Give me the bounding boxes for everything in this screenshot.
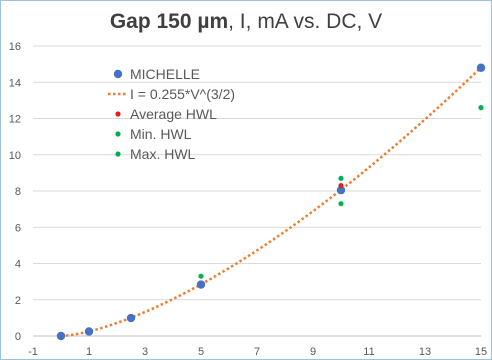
- x-tick-label-15: 15: [475, 346, 487, 358]
- point-min-hwl-2: [478, 105, 484, 111]
- y-tick-label-6: 6: [15, 222, 21, 234]
- point-min-hwl-1: [338, 201, 344, 207]
- y-tick-label-16: 16: [9, 41, 21, 53]
- y-tick-label-12: 12: [9, 114, 21, 126]
- x-tick-label-13: 13: [419, 346, 431, 358]
- y-tick-label-14: 14: [9, 77, 21, 89]
- fit-curve-line: [60, 66, 482, 338]
- point-max-hwl-0: [338, 175, 344, 181]
- point-michelle-5: [476, 63, 486, 72]
- x-tick-label--1: -1: [28, 346, 38, 358]
- point-michelle-4: [336, 185, 346, 195]
- x-tick-label-7: 7: [254, 346, 260, 358]
- x-tick-label-9: 9: [310, 346, 316, 358]
- legend-swatch-michelle: [113, 69, 123, 79]
- x-tick-label-11: 11: [363, 346, 374, 358]
- legend-label-michelle: MICHELLE: [130, 66, 200, 82]
- x-tick-label-5: 5: [198, 346, 204, 358]
- y-tick-label-0: 0: [15, 331, 21, 343]
- legend-swatch-average-hwl: [115, 111, 121, 117]
- legend-label-max-hwl: Max. HWL: [130, 146, 196, 162]
- y-tick-label-10: 10: [9, 150, 21, 162]
- chart-title-bold: Gap 150 µm: [109, 10, 229, 33]
- chart-title-rest: , I, mA vs. DC, V: [228, 10, 383, 33]
- y-tick-label-8: 8: [15, 186, 21, 198]
- point-michelle-2: [126, 313, 136, 323]
- point-average-hwl-0: [338, 182, 344, 189]
- chart-title: Gap 150 µm, I, mA vs. DC, V: [0, 10, 492, 34]
- legend-label-i-0-255-v-3-2: I = 0.255*V^(3/2): [130, 86, 235, 102]
- legend-swatch-min-hwl: [115, 131, 121, 137]
- point-michelle-3: [196, 280, 206, 289]
- point-michelle-0: [56, 331, 66, 341]
- legend-swatch-max-hwl: [115, 151, 121, 157]
- x-tick-label-1: 1: [86, 346, 92, 358]
- legend-label-min-hwl: Min. HWL: [130, 126, 192, 142]
- y-tick-label-4: 4: [15, 259, 21, 271]
- y-tick-label-2: 2: [15, 295, 21, 307]
- point-min-hwl-0: [198, 273, 204, 279]
- point-michelle-1: [84, 327, 94, 336]
- legend-label-average-hwl: Average HWL: [130, 106, 217, 122]
- x-tick-label-3: 3: [142, 346, 148, 358]
